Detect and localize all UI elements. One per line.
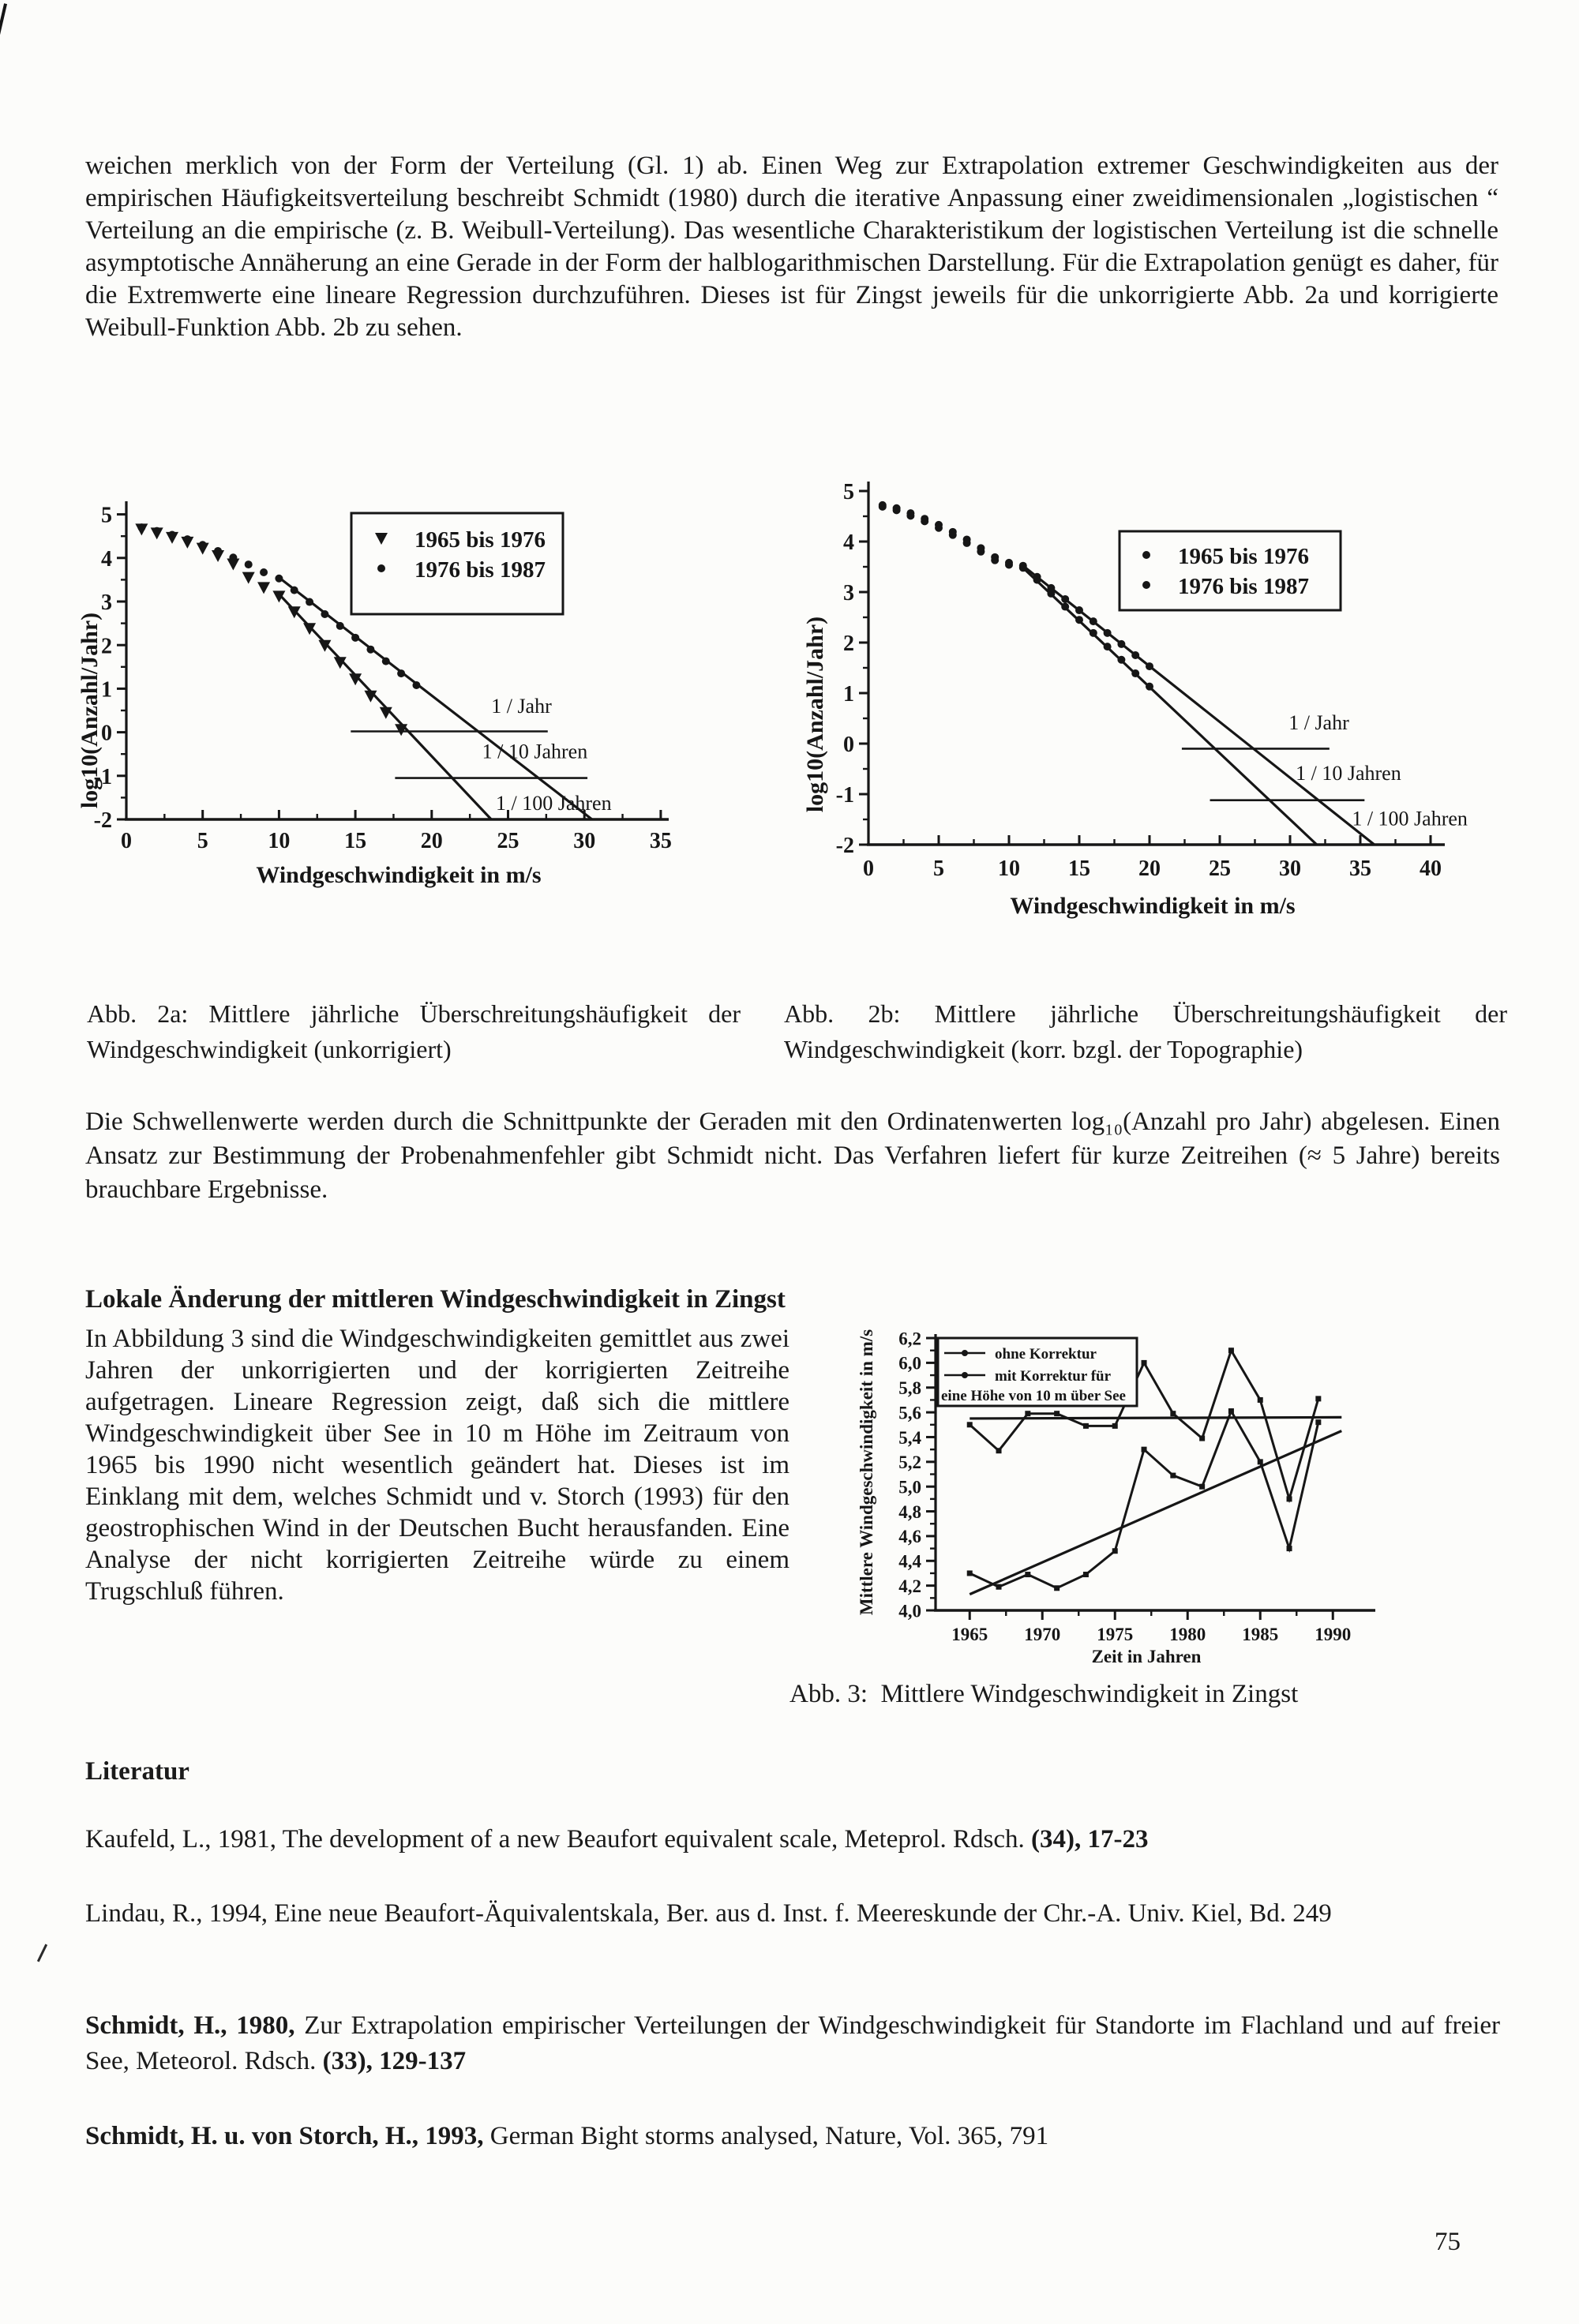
reference-kaufeld-1981: Kaufeld, L., 1981, The development of a … bbox=[85, 1825, 1149, 1854]
svg-text:5,4: 5,4 bbox=[898, 1428, 921, 1448]
svg-text:1965 bis 1976: 1965 bis 1976 bbox=[414, 527, 546, 553]
svg-text:Windgeschwindigkeit in m/s: Windgeschwindigkeit in m/s bbox=[1010, 893, 1295, 919]
svg-text:1 / 100 Jahren: 1 / 100 Jahren bbox=[1352, 808, 1468, 830]
svg-text:mit Korrektur für: mit Korrektur für bbox=[995, 1368, 1112, 1385]
svg-text:1 / 10 Jahren: 1 / 10 Jahren bbox=[1296, 762, 1401, 785]
svg-text:4,8: 4,8 bbox=[898, 1502, 921, 1522]
svg-text:20: 20 bbox=[1138, 857, 1161, 881]
reference-lindau-1994: Lindau, R., 1994, Eine neue Beaufort-Äqu… bbox=[85, 1899, 1332, 1928]
svg-text:4: 4 bbox=[101, 547, 112, 572]
svg-text:10: 10 bbox=[998, 857, 1020, 881]
svg-text:-2: -2 bbox=[836, 834, 854, 858]
svg-text:-1: -1 bbox=[94, 765, 112, 789]
svg-text:5: 5 bbox=[843, 480, 854, 504]
svg-text:4,2: 4,2 bbox=[898, 1576, 921, 1596]
svg-text:-1: -1 bbox=[836, 783, 854, 808]
caption-figure-3: Abb. 3: Mittlere Windgeschwindigkeit in … bbox=[790, 1680, 1299, 1708]
svg-text:4,6: 4,6 bbox=[898, 1527, 921, 1546]
svg-text:1 / Jahr: 1 / Jahr bbox=[1288, 711, 1349, 734]
svg-text:4,4: 4,4 bbox=[898, 1552, 921, 1572]
svg-text:5: 5 bbox=[197, 829, 208, 853]
svg-text:Mittlere Windgeschwindigkeit i: Mittlere Windgeschwindigkeit in m/s bbox=[857, 1329, 876, 1615]
svg-text:1 / 10 Jahren: 1 / 10 Jahren bbox=[482, 740, 588, 763]
svg-text:30: 30 bbox=[1279, 857, 1301, 881]
svg-text:5: 5 bbox=[933, 857, 944, 881]
svg-text:1985: 1985 bbox=[1242, 1625, 1278, 1644]
svg-text:log10(Anzahl/Jahr): log10(Anzahl/Jahr) bbox=[77, 613, 103, 808]
svg-text:25: 25 bbox=[497, 829, 519, 853]
svg-text:1975: 1975 bbox=[1097, 1625, 1133, 1644]
caption-figure-2b: Abb. 2b: Mittlere jährliche Überschreitu… bbox=[784, 999, 1507, 1063]
section-heading-local-change: Lokale Änderung der mittleren Windgeschw… bbox=[85, 1285, 786, 1314]
heading-literature: Literatur bbox=[85, 1757, 189, 1786]
svg-text:1980: 1980 bbox=[1169, 1625, 1206, 1644]
paragraph-thresholds: Die Schwellenwerte werden durch die Schn… bbox=[85, 1108, 1500, 1204]
figure-2b: 0 5 10 15 20 25 30 35 40 -2 -1 0 1 2 3 4 5 Windgeschwindi… bbox=[790, 462, 1579, 939]
figure-2a: 0 5 10 15 20 25 30 35 -2 -1 0 1 2 3 4 5 Windgeschwindigk… bbox=[67, 474, 793, 920]
svg-text:20: 20 bbox=[421, 829, 443, 853]
reference-schmidt-1980: Schmidt, H., 1980, Zur Extrapolation emp… bbox=[85, 2011, 1500, 2075]
reference-schmidt-storch-1993: Schmidt, H. u. von Storch, H., 1993, Ger… bbox=[85, 2122, 1049, 2150]
svg-text:30: 30 bbox=[573, 829, 595, 853]
svg-text:1965 bis 1976: 1965 bis 1976 bbox=[1178, 544, 1309, 569]
svg-text:1 / Jahr: 1 / Jahr bbox=[491, 695, 552, 718]
svg-text:Zeit in Jahren: Zeit in Jahren bbox=[1092, 1647, 1202, 1666]
svg-text:4: 4 bbox=[843, 530, 854, 555]
svg-text:5,6: 5,6 bbox=[898, 1403, 921, 1423]
svg-text:1976 bis 1987: 1976 bis 1987 bbox=[414, 557, 546, 583]
svg-text:6,2: 6,2 bbox=[898, 1329, 921, 1348]
svg-text:1970: 1970 bbox=[1024, 1625, 1060, 1644]
svg-text:2: 2 bbox=[843, 632, 854, 656]
svg-text:1976 bis 1987: 1976 bis 1987 bbox=[1178, 574, 1309, 599]
svg-text:log10(Anzahl/Jahr): log10(Anzahl/Jahr) bbox=[802, 617, 828, 812]
svg-text:Windgeschwindigkeit in m/s: Windgeschwindigkeit in m/s bbox=[256, 862, 541, 888]
svg-text:-2: -2 bbox=[94, 808, 112, 833]
svg-text:0: 0 bbox=[121, 829, 132, 853]
svg-text:eine Höhe von 10 m über See: eine Höhe von 10 m über See bbox=[941, 1388, 1126, 1404]
svg-text:1990: 1990 bbox=[1315, 1625, 1351, 1644]
svg-text:40: 40 bbox=[1420, 857, 1442, 881]
svg-text:ohne Korrektur: ohne Korrektur bbox=[995, 1346, 1097, 1363]
svg-text:3: 3 bbox=[843, 581, 854, 605]
svg-text:0: 0 bbox=[863, 857, 874, 881]
svg-text:25: 25 bbox=[1209, 857, 1231, 881]
paragraph-intro: weichen merklich von der Form der Vertei… bbox=[85, 152, 1498, 342]
svg-text:1: 1 bbox=[101, 677, 112, 702]
svg-text:1 / 100 Jahren: 1 / 100 Jahren bbox=[496, 792, 612, 815]
svg-text:3: 3 bbox=[101, 590, 112, 615]
svg-text:0: 0 bbox=[101, 722, 112, 746]
figure-2a-exceedance-chart: 0 5 10 15 20 25 30 35 -2 -1 0 1 2 3 4 5 Windgeschwindigk… bbox=[77, 501, 672, 888]
svg-text:5,2: 5,2 bbox=[898, 1452, 921, 1472]
svg-text:5: 5 bbox=[101, 504, 112, 528]
page-number: 75 bbox=[1435, 2228, 1461, 2256]
caption-figure-2a: Abb. 2a: Mittlere jährliche Überschreitu… bbox=[87, 999, 741, 1063]
svg-text:4,0: 4,0 bbox=[898, 1601, 921, 1621]
svg-text:15: 15 bbox=[344, 829, 366, 853]
svg-text:1: 1 bbox=[843, 682, 854, 707]
scan-artifact bbox=[36, 1944, 48, 1962]
svg-text:1965: 1965 bbox=[951, 1625, 988, 1644]
svg-text:5,8: 5,8 bbox=[898, 1378, 921, 1398]
svg-text:35: 35 bbox=[650, 829, 672, 853]
svg-text:15: 15 bbox=[1068, 857, 1090, 881]
paragraph-local-change: In Abbildung 3 sind die Windgeschwindigk… bbox=[85, 1325, 790, 1606]
svg-text:0: 0 bbox=[843, 733, 854, 757]
svg-text:35: 35 bbox=[1349, 857, 1371, 881]
figure-2b-exceedance-chart: 0 5 10 15 20 25 30 35 40 -2 -1 0 1 2 3 4 5 Windgeschwindi… bbox=[802, 480, 1468, 919]
svg-text:5,0: 5,0 bbox=[898, 1477, 921, 1497]
svg-text:2: 2 bbox=[101, 634, 112, 658]
figure-3: 1965 1970 1975 1980 1985 1990 4,0 4,2 4,4 4,6 4,8 5… bbox=[829, 1303, 1413, 1685]
figure-3-mean-windspeed-chart: 1965 1970 1975 1980 1985 1990 4,0 4,2 4,4 4,6 4,8 5… bbox=[857, 1329, 1375, 1666]
scan-artifact bbox=[0, 3, 8, 46]
svg-text:6,0: 6,0 bbox=[898, 1354, 921, 1374]
svg-text:10: 10 bbox=[268, 829, 290, 853]
